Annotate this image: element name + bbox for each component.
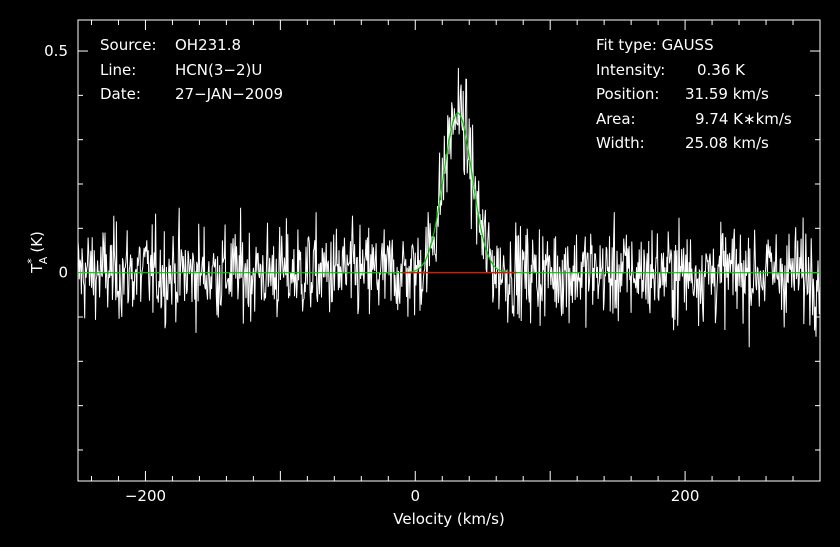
intensity-value: 0.36 K	[697, 61, 746, 79]
gaussian-fit-line	[78, 112, 820, 274]
axis-ticks: −200 0 200 0 0.5	[44, 20, 821, 505]
y-axis-sub: A	[37, 256, 50, 264]
position-value: 31.59 km/s	[685, 85, 769, 103]
fit-type-label: Fit type: GAUSS	[596, 36, 714, 54]
line-label: Line:	[100, 61, 136, 79]
position-label: Position:	[596, 85, 659, 103]
y-tick-label: 0	[58, 264, 68, 282]
plot-frame	[77, 19, 821, 482]
y-tick-label: 0.5	[44, 42, 68, 60]
x-tick-label: 200	[671, 487, 700, 505]
spectrum-line	[77, 67, 821, 348]
area-value: 9.74 K∗km/s	[695, 110, 792, 128]
date-value: 27−JAN−2009	[175, 85, 283, 103]
y-axis-unit: (K)	[28, 231, 46, 253]
y-axis-sup: *	[25, 258, 38, 264]
y-axis-symbol: T	[28, 263, 46, 274]
fit-series	[78, 112, 820, 274]
width-value: 25.08 km/s	[685, 134, 769, 152]
width-label: Width:	[596, 134, 645, 152]
source-value: OH231.8	[175, 36, 241, 54]
x-tick-label: 0	[410, 487, 420, 505]
date-label: Date:	[100, 85, 141, 103]
svg-text:T*A(K): T*A (K)	[25, 231, 50, 274]
intensity-label: Intensity:	[596, 61, 665, 79]
spectrum-series	[77, 67, 821, 348]
x-tick-label: −200	[125, 487, 166, 505]
y-axis-label: T*A (K)	[25, 231, 50, 274]
source-label: Source:	[100, 36, 157, 54]
line-value: HCN(3−2)U	[175, 61, 262, 79]
x-axis-label: Velocity (km/s)	[393, 510, 504, 528]
area-label: Area:	[596, 110, 636, 128]
